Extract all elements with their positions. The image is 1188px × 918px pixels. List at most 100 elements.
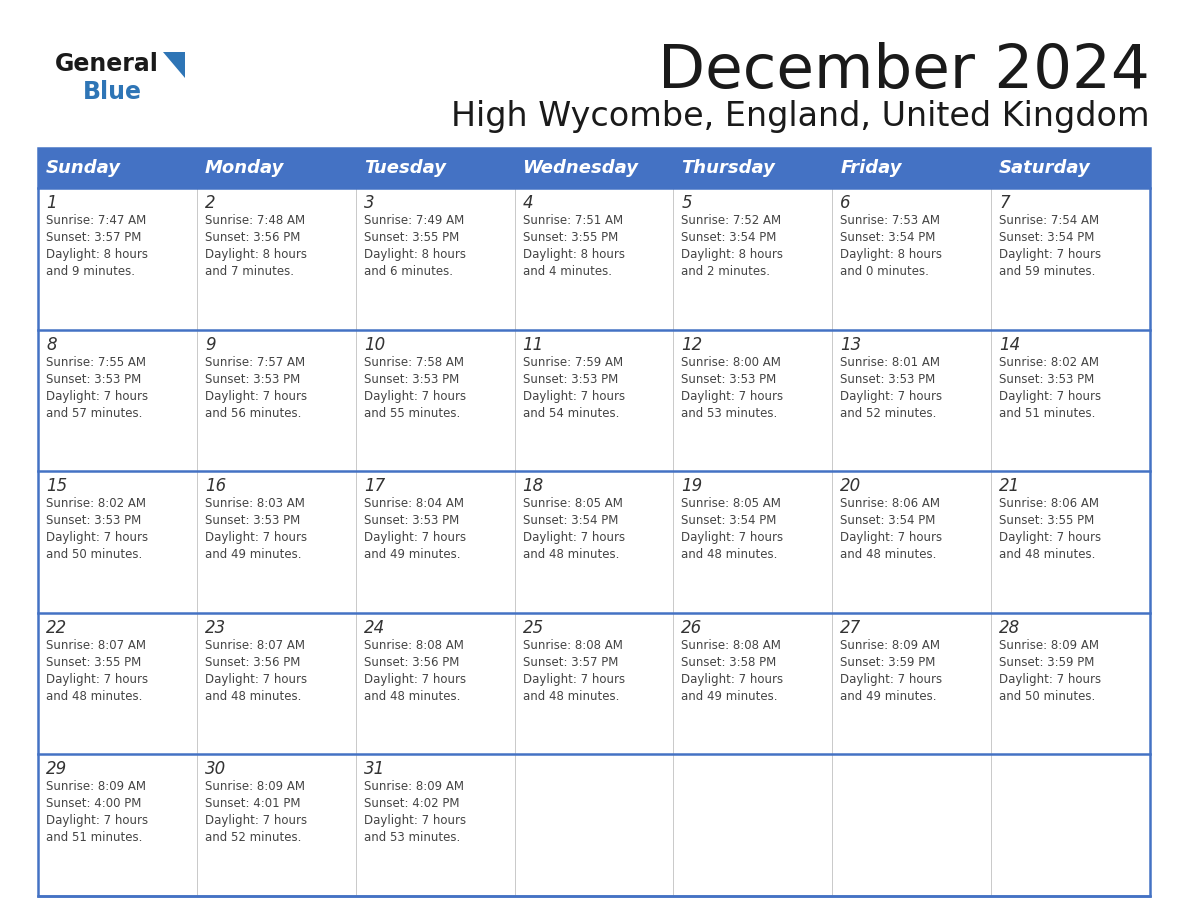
Text: Sunrise: 7:53 AM: Sunrise: 7:53 AM xyxy=(840,214,940,227)
Text: Sunrise: 8:09 AM: Sunrise: 8:09 AM xyxy=(999,639,1099,652)
Text: Daylight: 8 hours: Daylight: 8 hours xyxy=(682,248,783,261)
FancyBboxPatch shape xyxy=(833,330,991,471)
Text: and 6 minutes.: and 6 minutes. xyxy=(364,265,453,278)
FancyBboxPatch shape xyxy=(991,471,1150,613)
FancyBboxPatch shape xyxy=(355,613,514,755)
FancyBboxPatch shape xyxy=(197,471,355,613)
Text: Sunset: 3:56 PM: Sunset: 3:56 PM xyxy=(204,655,301,669)
Text: Sunrise: 8:08 AM: Sunrise: 8:08 AM xyxy=(523,639,623,652)
FancyBboxPatch shape xyxy=(833,471,991,613)
Text: Sunrise: 8:02 AM: Sunrise: 8:02 AM xyxy=(46,498,146,510)
Text: and 2 minutes.: and 2 minutes. xyxy=(682,265,771,278)
Text: Sunrise: 7:57 AM: Sunrise: 7:57 AM xyxy=(204,355,305,369)
FancyBboxPatch shape xyxy=(38,330,197,471)
Text: Sunrise: 7:47 AM: Sunrise: 7:47 AM xyxy=(46,214,146,227)
Text: Sunrise: 8:08 AM: Sunrise: 8:08 AM xyxy=(682,639,782,652)
Text: General: General xyxy=(55,52,159,76)
Text: and 51 minutes.: and 51 minutes. xyxy=(999,407,1095,420)
Text: Sunset: 4:00 PM: Sunset: 4:00 PM xyxy=(46,798,141,811)
Text: 15: 15 xyxy=(46,477,68,495)
FancyBboxPatch shape xyxy=(674,471,833,613)
Text: Daylight: 7 hours: Daylight: 7 hours xyxy=(840,532,942,544)
Text: Daylight: 7 hours: Daylight: 7 hours xyxy=(523,389,625,403)
Text: and 48 minutes.: and 48 minutes. xyxy=(999,548,1095,561)
FancyBboxPatch shape xyxy=(355,471,514,613)
Text: and 54 minutes.: and 54 minutes. xyxy=(523,407,619,420)
Text: Daylight: 7 hours: Daylight: 7 hours xyxy=(364,814,466,827)
Text: Daylight: 7 hours: Daylight: 7 hours xyxy=(999,248,1101,261)
FancyBboxPatch shape xyxy=(514,148,674,188)
FancyBboxPatch shape xyxy=(674,188,833,330)
Text: Sunset: 3:54 PM: Sunset: 3:54 PM xyxy=(999,231,1094,244)
FancyBboxPatch shape xyxy=(514,330,674,471)
Text: Monday: Monday xyxy=(204,159,284,177)
FancyBboxPatch shape xyxy=(991,148,1150,188)
Text: and 48 minutes.: and 48 minutes. xyxy=(523,689,619,703)
Text: 9: 9 xyxy=(204,336,215,353)
Text: Sunrise: 8:06 AM: Sunrise: 8:06 AM xyxy=(840,498,940,510)
Text: Daylight: 7 hours: Daylight: 7 hours xyxy=(204,673,307,686)
Text: Daylight: 7 hours: Daylight: 7 hours xyxy=(999,389,1101,403)
Text: and 48 minutes.: and 48 minutes. xyxy=(364,689,460,703)
Text: Daylight: 7 hours: Daylight: 7 hours xyxy=(46,532,148,544)
Text: 2: 2 xyxy=(204,194,215,212)
Text: Daylight: 8 hours: Daylight: 8 hours xyxy=(364,248,466,261)
Text: 25: 25 xyxy=(523,619,544,637)
Text: Sunset: 3:55 PM: Sunset: 3:55 PM xyxy=(46,655,141,669)
Text: Sunset: 3:53 PM: Sunset: 3:53 PM xyxy=(840,373,935,386)
FancyBboxPatch shape xyxy=(197,330,355,471)
Text: 23: 23 xyxy=(204,619,226,637)
Text: and 48 minutes.: and 48 minutes. xyxy=(840,548,936,561)
Text: 1: 1 xyxy=(46,194,57,212)
Text: 30: 30 xyxy=(204,760,226,778)
Text: Sunset: 3:53 PM: Sunset: 3:53 PM xyxy=(204,373,301,386)
Text: Daylight: 7 hours: Daylight: 7 hours xyxy=(682,389,784,403)
Text: Tuesday: Tuesday xyxy=(364,159,446,177)
Text: and 51 minutes.: and 51 minutes. xyxy=(46,832,143,845)
Text: Sunrise: 7:51 AM: Sunrise: 7:51 AM xyxy=(523,214,623,227)
Text: Sunrise: 8:03 AM: Sunrise: 8:03 AM xyxy=(204,498,305,510)
FancyBboxPatch shape xyxy=(197,188,355,330)
Text: Sunrise: 8:08 AM: Sunrise: 8:08 AM xyxy=(364,639,463,652)
Text: Sunrise: 8:09 AM: Sunrise: 8:09 AM xyxy=(204,780,305,793)
Text: 11: 11 xyxy=(523,336,544,353)
Text: and 53 minutes.: and 53 minutes. xyxy=(682,407,778,420)
FancyBboxPatch shape xyxy=(197,755,355,896)
Text: and 49 minutes.: and 49 minutes. xyxy=(682,689,778,703)
Text: Sunset: 3:53 PM: Sunset: 3:53 PM xyxy=(364,514,459,527)
Text: 28: 28 xyxy=(999,619,1020,637)
Text: and 4 minutes.: and 4 minutes. xyxy=(523,265,612,278)
Text: 20: 20 xyxy=(840,477,861,495)
Text: Sunrise: 8:02 AM: Sunrise: 8:02 AM xyxy=(999,355,1099,369)
Text: and 56 minutes.: and 56 minutes. xyxy=(204,407,302,420)
Text: 5: 5 xyxy=(682,194,693,212)
Text: 21: 21 xyxy=(999,477,1020,495)
FancyBboxPatch shape xyxy=(674,330,833,471)
Text: Daylight: 7 hours: Daylight: 7 hours xyxy=(204,814,307,827)
FancyBboxPatch shape xyxy=(833,148,991,188)
Text: and 50 minutes.: and 50 minutes. xyxy=(999,689,1095,703)
Text: 19: 19 xyxy=(682,477,702,495)
Text: Sunset: 4:02 PM: Sunset: 4:02 PM xyxy=(364,798,460,811)
Text: Daylight: 7 hours: Daylight: 7 hours xyxy=(840,389,942,403)
FancyBboxPatch shape xyxy=(674,148,833,188)
Text: Sunset: 3:55 PM: Sunset: 3:55 PM xyxy=(364,231,459,244)
Text: Sunset: 3:54 PM: Sunset: 3:54 PM xyxy=(523,514,618,527)
Text: and 0 minutes.: and 0 minutes. xyxy=(840,265,929,278)
FancyBboxPatch shape xyxy=(991,330,1150,471)
Text: Sunrise: 8:04 AM: Sunrise: 8:04 AM xyxy=(364,498,463,510)
Text: High Wycombe, England, United Kingdom: High Wycombe, England, United Kingdom xyxy=(451,100,1150,133)
Text: Sunday: Sunday xyxy=(46,159,121,177)
FancyBboxPatch shape xyxy=(355,188,514,330)
Text: Sunset: 3:55 PM: Sunset: 3:55 PM xyxy=(523,231,618,244)
Text: Daylight: 7 hours: Daylight: 7 hours xyxy=(364,673,466,686)
Text: Daylight: 7 hours: Daylight: 7 hours xyxy=(46,814,148,827)
Text: 16: 16 xyxy=(204,477,226,495)
Text: 13: 13 xyxy=(840,336,861,353)
Text: Sunset: 3:53 PM: Sunset: 3:53 PM xyxy=(364,373,459,386)
FancyBboxPatch shape xyxy=(38,188,197,330)
Text: Sunset: 3:57 PM: Sunset: 3:57 PM xyxy=(46,231,141,244)
Text: Sunrise: 7:48 AM: Sunrise: 7:48 AM xyxy=(204,214,305,227)
Text: Daylight: 7 hours: Daylight: 7 hours xyxy=(682,673,784,686)
Text: Sunset: 3:59 PM: Sunset: 3:59 PM xyxy=(840,655,936,669)
